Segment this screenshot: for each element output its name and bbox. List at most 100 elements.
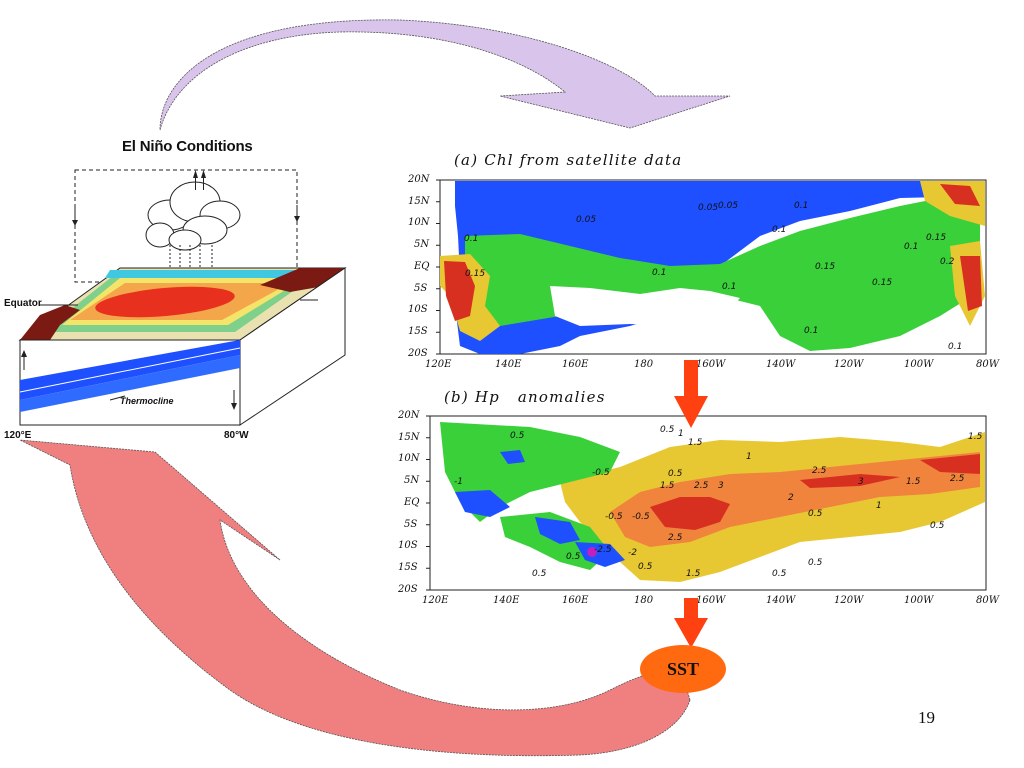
panel-a-lat-7: 15S [408,326,428,337]
panel-a-lon-3: 180 [634,359,654,370]
panel-a-lon-2: 160E [562,359,589,370]
panel-b-contour-7: 3 [718,481,724,491]
panel-a-lat-8: 20S [408,348,428,359]
panel-a-contour-11: 0.1 [904,242,918,252]
panel-b-lon-3: 180 [634,595,654,606]
panel-a-lat-4: EQ [414,261,430,272]
panel-a-contour-5: 0.1 [772,225,786,235]
panel-a-contour-1: 0.05 [698,203,718,213]
panel-a-lon-4: 160W [696,359,726,370]
lon-right-label: 80°W [224,430,249,441]
panel-b-lat-3: 5N [404,475,420,486]
diagram-title: El Niño Conditions [122,138,253,155]
panel-b-lat-4: EQ [404,497,420,508]
panel-b-title: (b) Hp anomalies [444,388,606,406]
panel-b-contour-12: 2.5 [950,474,965,484]
panel-b-contour-3: 0.5 [668,469,683,479]
panel-b-contour-22: 2.5 [668,533,683,543]
panel-b-contour-29: 0.5 [808,509,823,519]
panel-a-contour-10: 0.1 [722,282,736,292]
flow-arrow-b-to-sst [674,598,708,648]
panel-a-lon-6: 120W [834,359,864,370]
el-nino-diagram [18,169,347,426]
panel-b-contour-18: -1 [454,477,463,487]
panel-b-contour-16: -0.5 [605,512,623,522]
panel-b-lon-6: 120W [834,595,864,606]
panel-b-contour-19: -2.5 [594,545,612,555]
panel-b-contour-14: 1 [876,501,882,511]
panel-b-lat-0: 20N [398,410,420,421]
panel-b-contour-1: 1 [678,429,684,439]
panel-b-contour-23: 0.5 [638,562,653,572]
sst-oval: SST [640,645,726,693]
panel-b-contour-26: 0.5 [808,558,823,568]
panel-a-lon-1: 140E [495,359,522,370]
panel-a-contour-6: 0.1 [652,268,666,278]
panel-b-lon-8: 80W [976,595,1000,606]
hp-anomaly-map [426,415,987,591]
chl-map [436,179,987,355]
panel-b-contour-4: 1 [746,452,752,462]
panel-b-contour-9: 2.5 [812,466,827,476]
panel-b-contour-21: 0.5 [566,552,581,562]
panel-a-lat-0: 20N [408,174,430,185]
panel-b-contour-11: 1.5 [906,477,921,487]
panel-a-lat-2: 10N [408,217,430,228]
panel-a-contour-14: 0.15 [926,233,946,243]
panel-b-contour-20: -2 [628,548,637,558]
panel-b-lat-6: 10S [398,540,418,551]
panel-b-lon-5: 140W [766,595,796,606]
panel-b-contour-25: 0.5 [772,569,787,579]
panel-a-title: (a) Chl from satellite data [454,151,683,169]
panel-b-lat-5: 5S [404,519,418,530]
panel-b-contour-5: 1.5 [660,481,675,491]
panel-a-lat-5: 5S [414,283,428,294]
panel-a-contour-12: 0.1 [804,326,818,336]
panel-b-contour-6: 2.5 [694,481,709,491]
panel-b-lat-1: 15N [398,432,420,443]
panel-b-contour-2: 1.5 [688,438,703,448]
panel-a-lon-0: 120E [425,359,452,370]
thermocline-label: Thermocline [120,396,174,406]
panel-b-lon-4: 160W [696,595,726,606]
panel-b-lon-0: 120E [422,595,449,606]
panel-b-contour-24: 1.5 [686,569,701,579]
panel-a-contour-2: 0.05 [718,201,738,211]
panel-a-lat-ticks [436,179,440,355]
panel-b-lon-1: 140E [493,595,520,606]
panel-b-contour-0: 0.5 [660,425,675,435]
panel-b-contour-27: 0.5 [930,521,945,531]
panel-b-lat-8: 20S [398,584,418,595]
panel-a-lat-1: 15N [408,196,430,207]
flow-arrow-a-to-b [674,360,708,428]
panel-b-contour-30: 1.5 [968,432,983,442]
equator-label: Equator [4,298,42,309]
panel-b-contour-28: 0.5 [532,569,547,579]
panel-b-lat-2: 10N [398,453,420,464]
cloud-icon [145,181,241,251]
panel-a-contour-7: 0.15 [465,269,485,279]
panel-a-lon-5: 140W [766,359,796,370]
panel-a-contour-4: 0.1 [794,201,808,211]
panel-b-lon-7: 100W [904,595,934,606]
panel-a-lon-7: 100W [904,359,934,370]
panel-a-contour-0: 0.05 [576,215,596,225]
panel-a-contour-13: 0.2 [940,257,955,267]
panel-b-lat-7: 15S [398,562,418,573]
panel-a-contour-3: 0.1 [464,234,478,244]
panel-a-lat-6: 10S [408,304,428,315]
panel-b-contour-8: 2 [788,493,794,503]
lon-left-label: 120°E [4,430,32,441]
panel-b-contour-13: 0.5 [510,431,525,441]
panel-a-lat-3: 5N [414,239,430,250]
panel-a-lon-8: 80W [976,359,1000,370]
panel-b-lon-2: 160E [562,595,589,606]
panel-a-contour-8: 0.15 [815,262,835,272]
panel-b-contour-10: 3 [858,477,864,487]
panel-b-contour-15: -0.5 [592,468,610,478]
panel-a-contour-9: 0.15 [872,278,892,288]
panel-b-contour-17: -0.5 [632,512,650,522]
